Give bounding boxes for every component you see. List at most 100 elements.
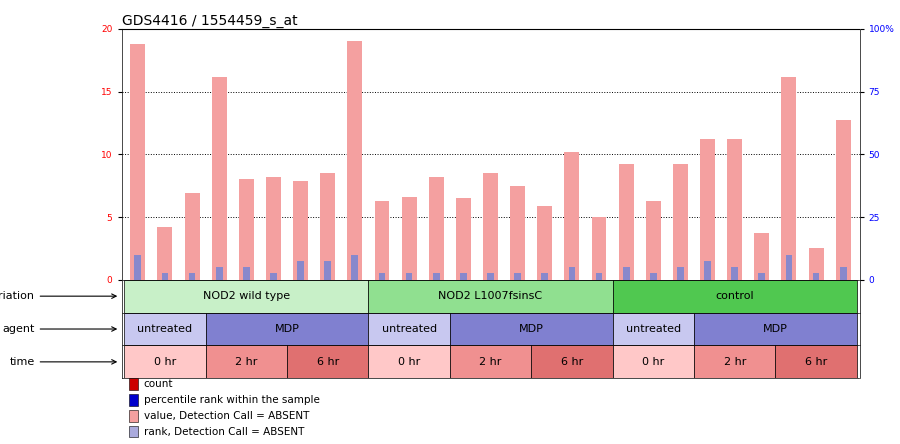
Bar	[694, 313, 857, 345]
Text: GDS4416 / 1554459_s_at: GDS4416 / 1554459_s_at	[122, 14, 297, 28]
Bar	[450, 313, 613, 345]
Bar	[650, 274, 657, 280]
Bar	[460, 274, 467, 280]
Bar	[727, 139, 742, 280]
Text: 6 hr: 6 hr	[805, 357, 827, 367]
Text: NOD2 L1007fsinsC: NOD2 L1007fsinsC	[438, 291, 543, 301]
Text: 6 hr: 6 hr	[561, 357, 583, 367]
Bar	[677, 267, 684, 280]
Bar	[205, 345, 287, 378]
Bar	[456, 198, 471, 280]
Bar	[379, 274, 385, 280]
Bar	[324, 261, 331, 280]
Bar	[129, 410, 138, 422]
Bar	[189, 274, 195, 280]
Bar	[694, 345, 776, 378]
Bar	[754, 234, 770, 280]
Bar	[320, 173, 335, 280]
Bar	[487, 274, 494, 280]
Bar	[406, 274, 412, 280]
Text: MDP: MDP	[518, 324, 544, 334]
Text: time: time	[9, 357, 116, 367]
Text: control: control	[716, 291, 754, 301]
Bar	[129, 426, 138, 437]
Text: MDP: MDP	[763, 324, 788, 334]
Bar	[124, 313, 205, 345]
Bar	[368, 280, 613, 313]
Bar	[130, 44, 145, 280]
Bar	[124, 345, 205, 378]
Bar	[184, 193, 200, 280]
Bar	[401, 197, 417, 280]
Text: agent: agent	[3, 324, 116, 334]
Bar	[836, 120, 850, 280]
Bar	[483, 173, 498, 280]
Text: percentile rank within the sample: percentile rank within the sample	[144, 395, 320, 405]
Text: untreated: untreated	[626, 324, 681, 334]
Bar	[786, 255, 792, 280]
Text: 2 hr: 2 hr	[724, 357, 746, 367]
Bar	[162, 274, 168, 280]
Bar	[514, 274, 521, 280]
Text: MDP: MDP	[274, 324, 300, 334]
Bar	[613, 280, 857, 313]
Bar	[531, 345, 613, 378]
Bar	[646, 201, 661, 280]
Bar	[613, 313, 694, 345]
Text: rank, Detection Call = ABSENT: rank, Detection Call = ABSENT	[144, 427, 304, 436]
Bar	[569, 267, 575, 280]
Bar	[759, 274, 765, 280]
Bar	[613, 345, 694, 378]
Bar	[243, 267, 249, 280]
Bar	[374, 201, 390, 280]
Bar	[673, 164, 688, 280]
Bar	[287, 345, 368, 378]
Bar	[618, 164, 634, 280]
Bar	[270, 274, 277, 280]
Text: 2 hr: 2 hr	[480, 357, 501, 367]
Bar	[564, 152, 580, 280]
Bar	[808, 248, 824, 280]
Bar	[428, 177, 444, 280]
Text: count: count	[144, 379, 173, 389]
Bar	[134, 255, 141, 280]
Text: 0 hr: 0 hr	[154, 357, 176, 367]
Bar	[158, 227, 173, 280]
Bar	[238, 179, 254, 280]
Bar	[542, 274, 548, 280]
Text: NOD2 wild type: NOD2 wild type	[202, 291, 290, 301]
Text: untreated: untreated	[382, 324, 436, 334]
Bar	[510, 186, 525, 280]
Bar	[266, 177, 281, 280]
Text: 6 hr: 6 hr	[317, 357, 338, 367]
Bar	[591, 217, 607, 280]
Bar	[776, 345, 857, 378]
Bar	[368, 313, 450, 345]
Bar	[623, 267, 629, 280]
Bar	[537, 206, 553, 280]
Bar	[352, 255, 358, 280]
Bar	[129, 394, 138, 406]
Text: untreated: untreated	[138, 324, 193, 334]
Bar	[205, 313, 368, 345]
Bar	[124, 280, 368, 313]
Bar	[347, 41, 363, 280]
Bar	[297, 261, 304, 280]
Bar	[596, 274, 602, 280]
Text: 2 hr: 2 hr	[235, 357, 257, 367]
Text: 0 hr: 0 hr	[643, 357, 664, 367]
Bar	[293, 181, 308, 280]
Bar	[813, 274, 819, 280]
Text: value, Detection Call = ABSENT: value, Detection Call = ABSENT	[144, 411, 309, 421]
Bar	[704, 261, 711, 280]
Bar	[450, 345, 531, 378]
Bar	[840, 267, 847, 280]
Text: genotype/variation: genotype/variation	[0, 291, 116, 301]
Bar	[781, 76, 797, 280]
Bar	[216, 267, 222, 280]
Bar	[212, 76, 227, 280]
Bar	[433, 274, 439, 280]
Bar	[732, 267, 738, 280]
Bar	[700, 139, 715, 280]
Bar	[129, 378, 138, 390]
